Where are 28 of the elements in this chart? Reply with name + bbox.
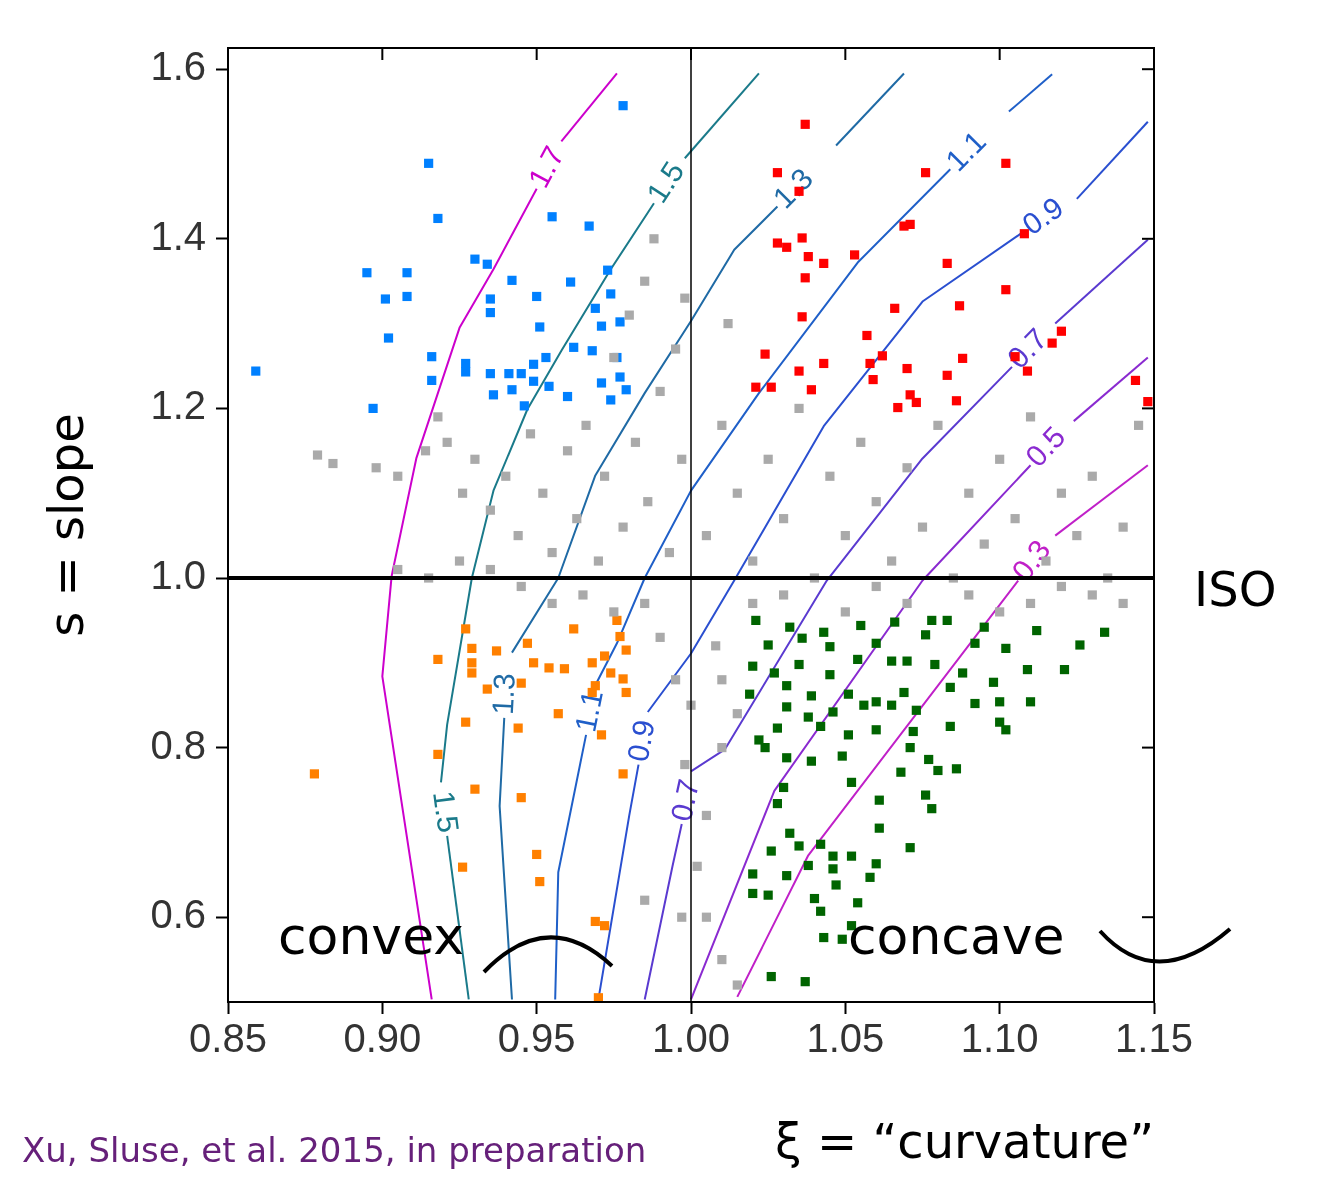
x-tick-label: 1.00 — [652, 1016, 730, 1061]
text: 1.7 — [521, 140, 571, 193]
text: 1.5 — [427, 789, 466, 835]
text: 1.1 — [568, 687, 609, 735]
text: 1.1 — [939, 124, 992, 178]
text: 0.5 — [1018, 419, 1072, 473]
ref-line-label: ISO — [1194, 561, 1277, 618]
y-tick-label: 1.0 — [150, 553, 206, 598]
x-tick-label: 1.05 — [806, 1016, 885, 1061]
y-tick-label: 1.2 — [150, 383, 206, 428]
x-tick-label: 1.15 — [1115, 1016, 1193, 1061]
annotation: concave — [848, 906, 1065, 966]
text: 1.3 — [485, 672, 521, 716]
y-tick-label: 0.8 — [150, 722, 206, 767]
text: 0.9 — [620, 717, 661, 765]
x-tick-label: 0.85 — [189, 1016, 267, 1061]
text: 0.9 — [1016, 190, 1070, 242]
x-tick-label: 1.10 — [960, 1016, 1039, 1061]
x-tick-label: 0.90 — [343, 1016, 422, 1061]
y-axis-title: s = slope — [38, 413, 95, 637]
y-tick-label: 0.6 — [150, 892, 206, 937]
y-tick-label: 1.6 — [150, 44, 206, 89]
text: 0.7 — [664, 776, 706, 825]
x-tick-label: 0.95 — [497, 1016, 576, 1061]
text: Xu, Sluse, et al. 2015, in preparation — [22, 1130, 647, 1170]
x-axis-title: ξ = “curvature” — [774, 1112, 1154, 1169]
y-tick-label: 1.4 — [150, 213, 206, 258]
text: 1.5 — [639, 155, 691, 209]
